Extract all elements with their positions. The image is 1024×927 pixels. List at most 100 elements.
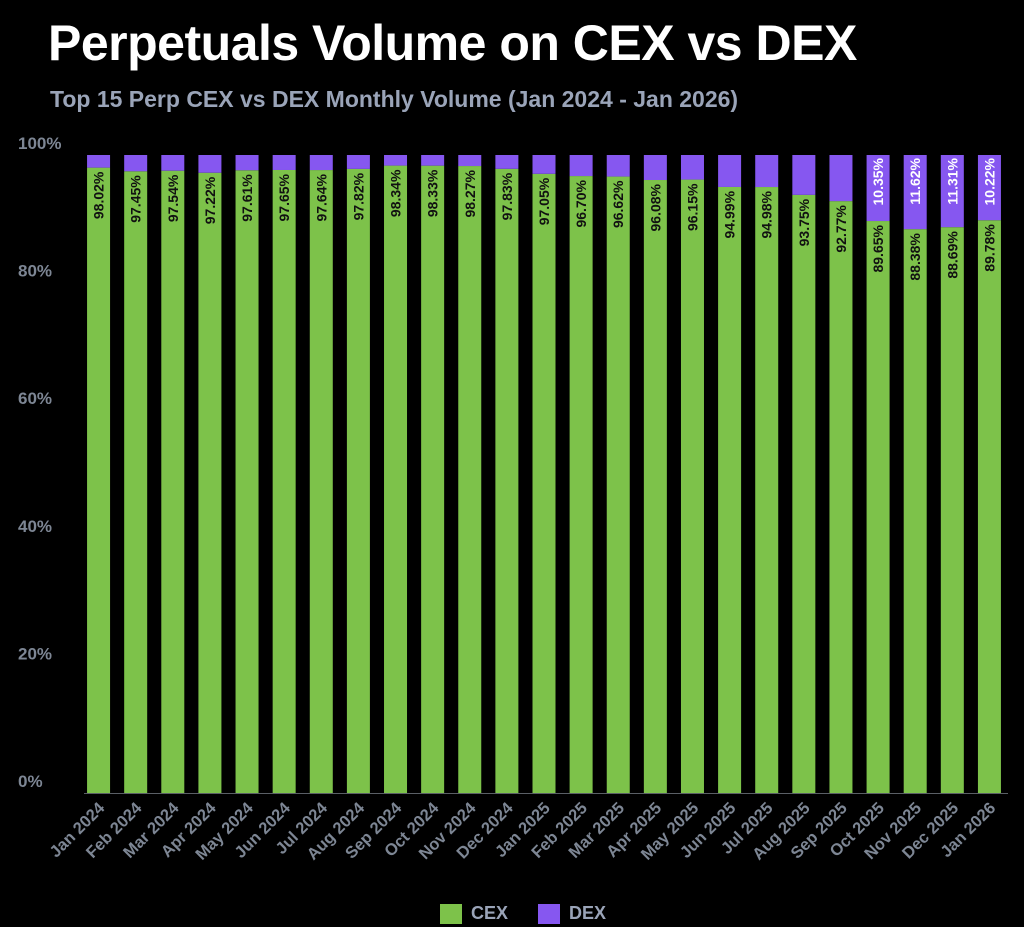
bars-group: [87, 155, 1001, 794]
bar-dex[interactable]: [829, 155, 853, 202]
bar-cex[interactable]: [309, 170, 333, 794]
bar-dex[interactable]: [643, 155, 667, 181]
bar-dex[interactable]: [495, 155, 519, 169]
legend-swatch-dex: [538, 903, 561, 924]
bar-cex[interactable]: [458, 166, 482, 793]
legend: CEX DEX: [440, 903, 606, 924]
bar-dex[interactable]: [903, 155, 927, 230]
bar-cex[interactable]: [124, 171, 148, 794]
bar-dex[interactable]: [458, 155, 482, 167]
bar-cex[interactable]: [903, 229, 927, 793]
bar-cex[interactable]: [495, 168, 519, 793]
bar-label-cex: 97.83%: [499, 172, 515, 220]
bar-dex[interactable]: [792, 155, 816, 195]
bar-dex[interactable]: [161, 155, 185, 171]
bar-cex[interactable]: [643, 180, 667, 794]
bar-cex[interactable]: [421, 165, 445, 793]
bar-cex[interactable]: [384, 165, 408, 793]
chart-subtitle: Top 15 Perp CEX vs DEX Monthly Volume (J…: [50, 86, 739, 112]
bar-dex[interactable]: [977, 155, 1001, 221]
bar-label-cex: 97.05%: [536, 177, 552, 225]
bar-cex[interactable]: [977, 220, 1001, 793]
bar-label-dex: 10.22%: [981, 157, 997, 205]
bar-dex[interactable]: [569, 155, 593, 177]
bar-cex[interactable]: [792, 194, 816, 793]
chart-title: Perpetuals Volume on CEX vs DEX: [48, 15, 857, 71]
bar-dex[interactable]: [235, 155, 259, 171]
bar-cex[interactable]: [87, 167, 111, 794]
bar-label-cex: 98.34%: [388, 169, 404, 217]
plot-area: 0% 20% 40% 60% 80% 100% 98.02% 97.45% 97.54% 97.…: [18, 134, 1008, 864]
y-tick-label: 40%: [18, 517, 52, 536]
bar-label-cex: 94.99%: [722, 190, 738, 238]
bar-dex[interactable]: [346, 155, 370, 169]
y-tick-label: 80%: [18, 262, 52, 281]
y-tick-label: 20%: [18, 644, 52, 663]
bar-dex[interactable]: [87, 155, 111, 168]
bar-cex[interactable]: [346, 168, 370, 794]
bar-label-cex: 97.65%: [276, 173, 292, 221]
y-axis: 0% 20% 40% 60% 80% 100%: [18, 134, 61, 791]
bar-label-cex: 98.33%: [425, 169, 441, 217]
bar-cex[interactable]: [680, 179, 704, 794]
bar-dex[interactable]: [718, 155, 742, 187]
bar-label-cex: 98.27%: [462, 169, 478, 217]
legend-item-cex[interactable]: CEX: [440, 903, 508, 924]
bar-labels-group: 98.02% 97.45% 97.54% 97.22% 97.61% 97.65% 97.6…: [91, 157, 998, 280]
bar-dex[interactable]: [272, 155, 296, 170]
bar-label-cex: 93.75%: [796, 198, 812, 246]
bar-label-cex: 96.08%: [647, 183, 663, 231]
bar-dex[interactable]: [124, 155, 148, 172]
bar-label-cex: 94.98%: [759, 190, 775, 238]
bar-label-cex: 96.15%: [684, 183, 700, 231]
bar-label-cex: 88.38%: [907, 233, 923, 281]
bar-label-dex: 11.62%: [907, 157, 923, 204]
bar-cex[interactable]: [755, 187, 779, 794]
bar-label-cex: 89.78%: [981, 224, 997, 272]
bar-cex[interactable]: [198, 172, 222, 794]
bar-dex[interactable]: [532, 155, 556, 174]
bar-cex[interactable]: [532, 173, 556, 794]
legend-swatch-cex: [440, 903, 462, 924]
bar-dex[interactable]: [680, 155, 704, 180]
bar-label-cex: 88.69%: [944, 231, 960, 279]
bar-dex[interactable]: [866, 155, 890, 222]
y-tick-label: 60%: [18, 389, 52, 408]
bar-cex[interactable]: [829, 201, 853, 794]
legend-item-dex[interactable]: DEX: [538, 903, 606, 924]
y-tick-label: 100%: [18, 134, 61, 153]
bar-dex[interactable]: [755, 155, 779, 188]
bar-label-cex: 97.54%: [165, 174, 181, 222]
bar-cex[interactable]: [235, 170, 259, 794]
bar-label-cex: 97.61%: [239, 174, 255, 222]
bar-label-cex: 96.70%: [573, 180, 589, 228]
bar-dex[interactable]: [421, 155, 445, 166]
bar-cex[interactable]: [866, 221, 890, 793]
bar-label-cex: 92.77%: [833, 205, 849, 253]
legend-label-dex: DEX: [569, 903, 607, 923]
bar-label-cex: 97.22%: [202, 176, 218, 224]
bar-label-cex: 97.45%: [128, 175, 144, 223]
legend-label-cex: CEX: [471, 903, 509, 923]
bar-label-cex: 89.65%: [870, 224, 886, 272]
bar-cex[interactable]: [161, 170, 185, 793]
bar-cex[interactable]: [272, 169, 296, 794]
bar-label-cex: 97.64%: [313, 174, 329, 222]
bar-label-dex: 10.35%: [870, 157, 886, 205]
bar-label-cex: 96.62%: [610, 180, 626, 228]
y-tick-label: 0%: [18, 772, 43, 791]
bar-cex[interactable]: [940, 227, 964, 793]
bar-dex[interactable]: [309, 155, 333, 171]
bar-dex[interactable]: [940, 155, 964, 228]
bar-dex[interactable]: [606, 155, 630, 177]
bar-cex[interactable]: [569, 176, 593, 793]
bar-label-dex: 11.31%: [944, 157, 960, 204]
bar-dex[interactable]: [384, 155, 408, 166]
bar-label-cex: 98.02%: [91, 171, 107, 219]
bar-label-cex: 97.82%: [350, 172, 366, 220]
bar-cex[interactable]: [718, 186, 742, 793]
bar-cex[interactable]: [606, 176, 630, 794]
bar-dex[interactable]: [198, 155, 222, 173]
